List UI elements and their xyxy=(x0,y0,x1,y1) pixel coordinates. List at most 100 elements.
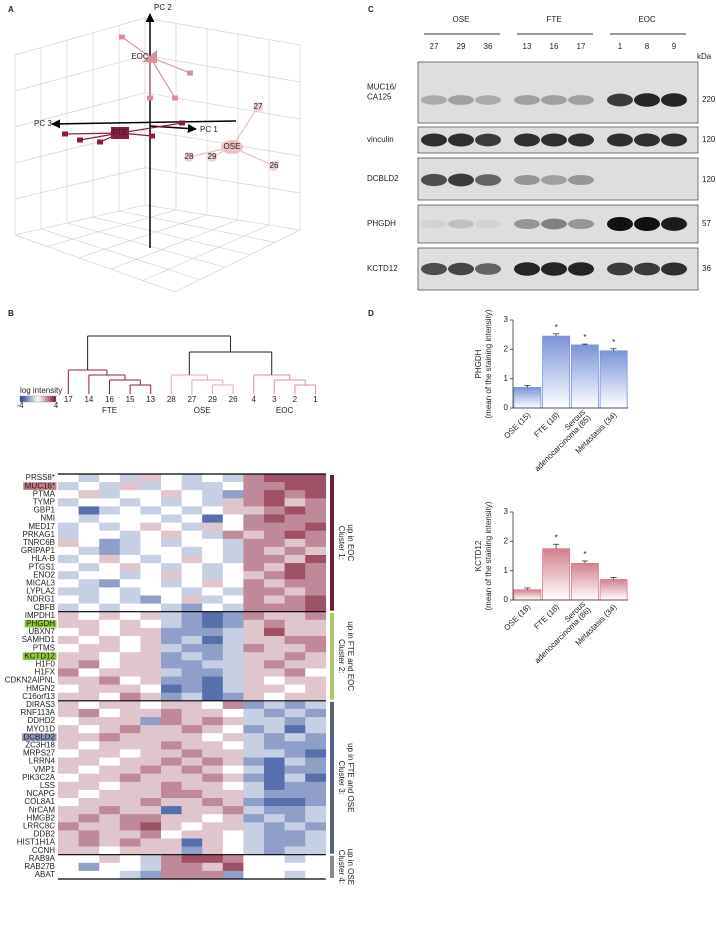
band xyxy=(421,133,447,147)
heatmap-cell xyxy=(222,563,244,572)
heatmap-cell xyxy=(305,498,327,507)
heatmap-cell xyxy=(119,611,141,621)
heatmap-cell xyxy=(140,789,162,799)
heatmap-cell xyxy=(243,644,265,653)
heatmap-cell xyxy=(284,660,306,669)
heatmap-cell xyxy=(99,749,121,758)
heatmap-cell xyxy=(140,636,162,645)
heatmap-cell xyxy=(202,563,224,572)
heatmap-cell xyxy=(284,506,306,515)
heatmap-cell xyxy=(78,822,100,831)
grid-line xyxy=(14,55,146,92)
heatmap-cell xyxy=(181,822,203,831)
size-label: 120 xyxy=(702,175,716,184)
heatmap-cell xyxy=(58,798,79,807)
heatmap-cell xyxy=(140,474,162,483)
heatmap-cell xyxy=(181,644,203,653)
heatmap-cell xyxy=(140,741,162,750)
heatmap-cell xyxy=(58,814,79,823)
heatmap-cell xyxy=(202,741,224,750)
pca-group-label: OSE xyxy=(224,142,241,151)
heatmap-cell xyxy=(119,514,141,523)
heatmap-cell xyxy=(78,490,100,499)
pca-point xyxy=(149,133,155,139)
heatmap-cell xyxy=(119,708,141,718)
heatmap-cell xyxy=(243,603,265,612)
gene-label: PTGS1 xyxy=(29,562,56,571)
heatmap-cell xyxy=(99,684,121,693)
gene-label: MYO1D xyxy=(27,724,56,733)
heatmap-cell xyxy=(181,692,203,702)
heatmap-cell xyxy=(58,579,79,588)
heatmap-cell xyxy=(202,514,224,523)
axis-pc3 xyxy=(51,119,237,129)
heatmap-cell xyxy=(284,854,306,864)
heatmap-cell xyxy=(243,765,265,774)
size-label: 220 xyxy=(702,95,716,104)
heatmap-cell xyxy=(243,636,265,645)
band xyxy=(541,133,567,147)
heatmap-cell xyxy=(202,854,224,864)
heatmap-cell xyxy=(161,474,182,483)
heatmap-cell xyxy=(243,652,265,661)
heatmap-cell xyxy=(264,708,285,718)
gene-label: VMP1 xyxy=(33,765,55,774)
gene-label: H1FX xyxy=(35,668,56,677)
sample-label: 16 xyxy=(105,395,114,404)
heatmap-cell xyxy=(181,700,203,710)
heatmap-cell xyxy=(119,862,141,872)
heatmap-cell xyxy=(264,482,285,491)
heatmap-cell xyxy=(181,563,203,572)
heatmap-cell xyxy=(222,611,244,621)
heatmap-cell xyxy=(119,806,141,815)
grid-line xyxy=(40,228,201,280)
heatmap-cell xyxy=(161,814,182,823)
heatmap-cell xyxy=(58,530,79,540)
pca-point xyxy=(207,152,217,162)
blot-label: KCTD12 xyxy=(367,264,398,273)
heatmap-cell xyxy=(284,498,306,507)
heatmap-cell xyxy=(99,668,121,677)
band xyxy=(568,174,594,186)
heatmap-cell xyxy=(58,838,79,847)
heatmap-cell xyxy=(222,530,244,540)
heatmap-cell xyxy=(58,636,79,645)
heatmap-cell xyxy=(140,482,162,491)
heatmap-cell xyxy=(305,660,327,669)
heatmap-cell xyxy=(140,563,162,572)
heatmap-cell xyxy=(99,595,121,604)
grid-line xyxy=(14,17,146,56)
heatmap-cell xyxy=(119,482,141,491)
heatmap-cell xyxy=(264,571,285,580)
heatmap-cell xyxy=(202,717,224,726)
gene-label: CCNH xyxy=(32,846,55,855)
heatmap-cell xyxy=(202,619,224,629)
heatmap-cell xyxy=(181,587,203,596)
heatmap-cell xyxy=(305,522,327,531)
heatmap-cell xyxy=(222,806,244,815)
heatmap-cell xyxy=(99,538,121,548)
heatmap-cell xyxy=(284,563,306,572)
heatmap-cell xyxy=(305,595,327,604)
heatmap-cell xyxy=(264,636,285,645)
heatmap-cell xyxy=(243,725,265,734)
gene-label: PHGDH xyxy=(26,619,55,628)
heatmap-cell xyxy=(161,822,182,831)
heatmap-cell xyxy=(243,870,265,880)
heatmap-cell xyxy=(140,522,162,531)
heatmap-cell xyxy=(284,749,306,758)
gene-label: RNF113A xyxy=(20,708,55,717)
heatmap-cell xyxy=(222,490,244,499)
gene-highlight xyxy=(24,620,57,628)
band xyxy=(634,93,660,107)
heatmap-cell xyxy=(78,644,100,653)
heatmap-cell xyxy=(58,692,79,702)
heatmap-cell xyxy=(181,611,203,621)
grid-line xyxy=(78,214,208,259)
heatmap-cell xyxy=(58,741,79,750)
heatmap-cell xyxy=(264,668,285,677)
heatmap-cell xyxy=(119,506,141,515)
heatmap-cell xyxy=(284,765,306,774)
heatmap-cell xyxy=(222,692,244,702)
heatmap-cell xyxy=(222,708,244,718)
